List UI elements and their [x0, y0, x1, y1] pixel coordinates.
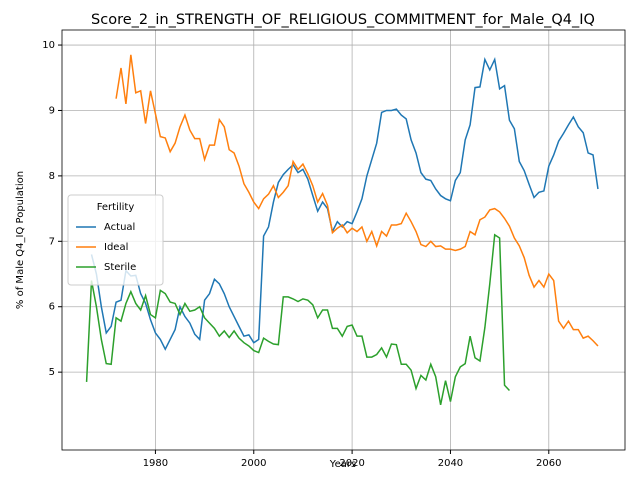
x-tick-label: 2040 [438, 458, 463, 469]
y-tick-label: 9 [49, 105, 55, 116]
legend-box [67, 194, 164, 286]
x-tick-label: 1980 [143, 458, 168, 469]
series-line [90, 56, 599, 351]
x-tick-label: 2020 [339, 458, 364, 469]
y-tick-label: 6 [49, 302, 55, 313]
x-axis-label: Years [329, 459, 356, 470]
y-tick-label: 5 [49, 367, 55, 378]
plot-frame [61, 29, 626, 451]
legend-label: Actual [104, 222, 135, 233]
y-tick-label: 10 [42, 40, 55, 51]
y-tick-label: 8 [49, 171, 55, 182]
legend-title: Fertility [97, 202, 135, 213]
y-tick-label: 7 [49, 236, 55, 247]
y-axis-label: % of Male Q4_IQ Population [15, 171, 26, 309]
chart-title: Score_2_in_STRENGTH_OF_RELIGIOUS_COMMITM… [91, 12, 595, 28]
x-tick-label: 2000 [241, 458, 266, 469]
legend: Fertility Actual Ideal Sterile [67, 194, 164, 286]
legend-label: Ideal [104, 242, 128, 253]
x-tick-label: 2060 [536, 458, 561, 469]
legend-label: Sterile [104, 262, 136, 273]
series-line [85, 233, 510, 406]
series-line [115, 54, 599, 347]
